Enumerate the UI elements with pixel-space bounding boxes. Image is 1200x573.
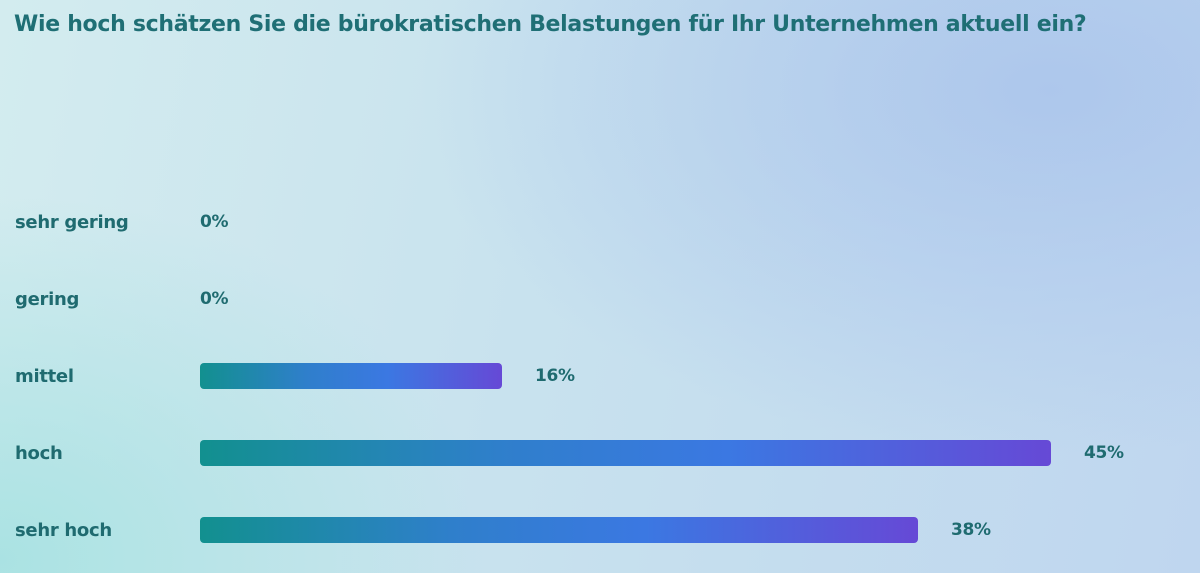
poll-option-label: hoch (15, 443, 63, 464)
poll-question: Wie hoch schätzen Sie die bürokratischen… (14, 12, 1087, 37)
poll-bar (200, 440, 1051, 466)
poll-row: mittel 16% (0, 361, 1200, 391)
poll-percentage: 0% (200, 289, 229, 309)
poll-percentage: 38% (951, 520, 991, 540)
poll-percentage: 16% (535, 366, 575, 386)
poll-row: sehr hoch 38% (0, 515, 1200, 545)
poll-row: gering 0% (0, 284, 1200, 314)
poll-bar (200, 363, 502, 389)
poll-bar (200, 517, 918, 543)
poll-percentage: 0% (200, 212, 229, 232)
poll-option-label: gering (15, 289, 80, 310)
poll-percentage: 45% (1084, 443, 1124, 463)
poll-row: sehr gering 0% (0, 207, 1200, 237)
poll-row: hoch 45% (0, 438, 1200, 468)
poll-option-label: mittel (15, 366, 74, 387)
poll-option-label: sehr hoch (15, 520, 112, 541)
poll-option-label: sehr gering (15, 212, 129, 233)
